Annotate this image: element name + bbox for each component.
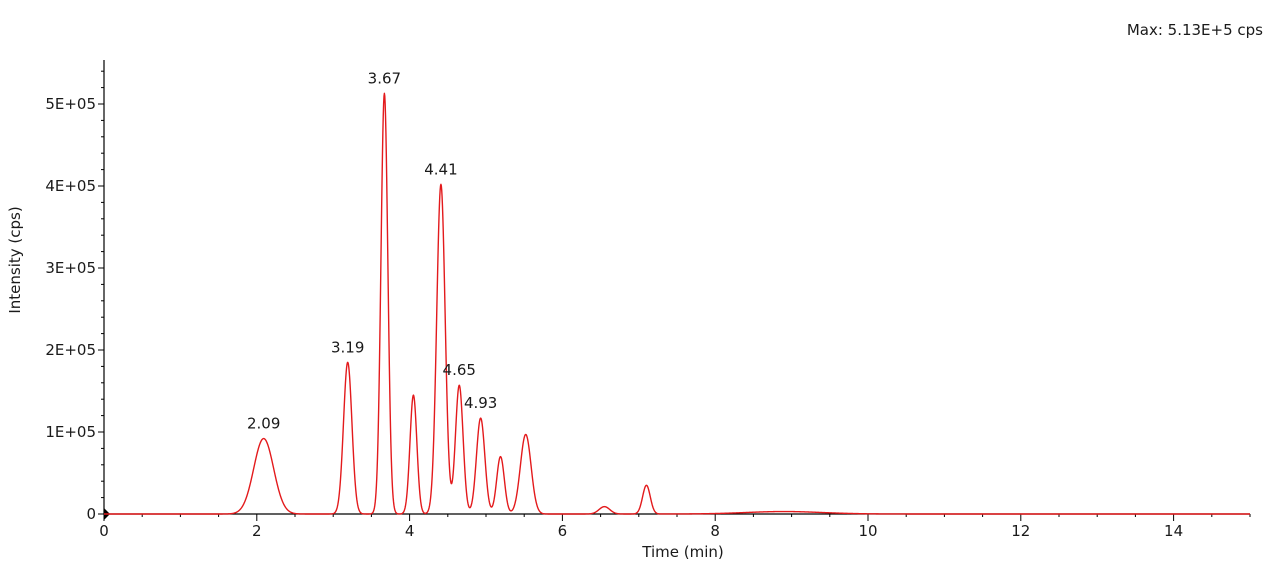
y-tick-label: 4E+05 <box>45 177 96 195</box>
x-tick-label: 6 <box>558 522 568 540</box>
y-tick-label: 2E+05 <box>45 341 96 359</box>
x-tick-label: 2 <box>252 522 262 540</box>
x-tick-label: 0 <box>99 522 109 540</box>
peak-label: 4.65 <box>443 361 476 379</box>
peak-label: 4.93 <box>464 394 497 412</box>
series-line-chromatogram <box>103 92 1251 515</box>
x-ticks: 0 2 4 6 8 10 12 14 <box>99 514 1251 540</box>
peak-label: 4.41 <box>424 160 457 178</box>
peak-label: 3.67 <box>368 69 401 87</box>
y-tick-label: 0 <box>86 505 96 523</box>
y-axis-title: Intensity (cps) <box>6 206 24 313</box>
x-tick-label: 10 <box>858 522 877 540</box>
peak-label: 2.09 <box>247 415 280 433</box>
peak-labels: 2.09 3.19 3.67 4.41 4.65 4.93 <box>247 69 497 432</box>
x-tick-label: 4 <box>405 522 415 540</box>
x-tick-label: 12 <box>1011 522 1030 540</box>
max-intensity-label: Max: 5.13E+5 cps <box>1127 21 1263 39</box>
y-tick-label: 3E+05 <box>45 259 96 277</box>
y-tick-label: 5E+05 <box>45 95 96 113</box>
x-axis-title: Time (min) <box>641 543 723 561</box>
x-tick-label: 8 <box>710 522 720 540</box>
y-tick-label: 1E+05 <box>45 423 96 441</box>
axes-layer <box>103 60 1250 520</box>
peak-label: 3.19 <box>331 338 364 356</box>
x-tick-label: 14 <box>1164 522 1183 540</box>
y-ticks: 0 1E+05 2E+05 3E+05 4E+05 5E+05 <box>45 70 104 523</box>
